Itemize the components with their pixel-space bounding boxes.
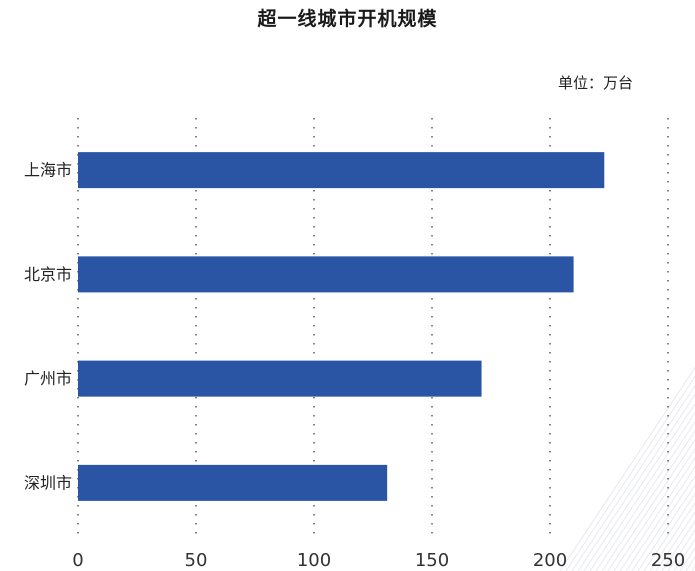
x-tick-label: 0 [72,550,83,571]
category-label: 广州市 [24,369,72,388]
x-tick-label: 50 [185,550,208,571]
bar [78,464,388,501]
x-tick-label: 100 [297,550,331,571]
hatch-line [589,411,695,571]
bar [78,152,605,189]
gridlines [77,118,669,535]
hatch-line [649,502,695,571]
hatch-line [637,484,695,571]
bar [78,360,482,397]
hatch-line [655,511,695,571]
hatch-line [619,457,695,571]
bars [78,152,605,501]
category-label: 北京市 [24,265,72,284]
unit-label: 单位：万台 [557,74,633,92]
hatch-line [613,448,695,571]
x-tick-labels: 0 50 100 150 200 250 [72,550,685,571]
hatch-line [595,420,695,571]
hatch-line [607,439,695,571]
x-tick-label: 200 [533,550,567,571]
hatch-line [661,520,695,571]
hatch-line [631,475,695,571]
hatch-line [625,466,695,571]
hatch-line [601,430,695,571]
x-tick-label: 250 [651,550,685,571]
chart-title: 超一线城市开机规模 [257,8,438,30]
bar [78,256,574,293]
hatch-line [583,402,695,571]
hatch-line [559,366,695,571]
hatch-line [565,375,695,571]
background-hatching [559,366,695,571]
hatch-line [577,393,695,571]
hatch-line [571,384,695,571]
category-label: 上海市 [24,161,72,180]
x-tick-label: 150 [415,550,449,571]
category-label: 深圳市 [24,473,72,492]
hatch-line [643,493,695,571]
